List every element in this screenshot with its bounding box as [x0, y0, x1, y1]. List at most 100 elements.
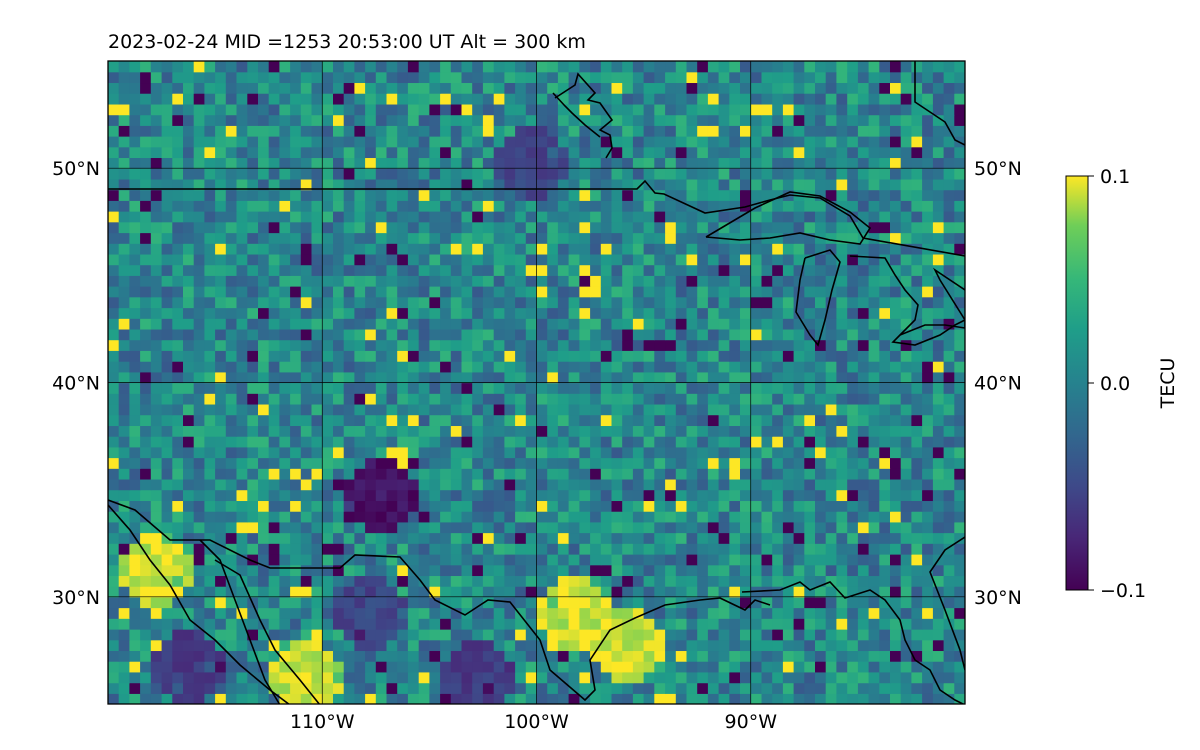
heatmap-cell: [900, 639, 913, 652]
heatmap-cell: [290, 607, 302, 619]
heatmap-cell: [547, 607, 559, 619]
heatmap-cell: [718, 136, 730, 148]
heatmap-cell: [311, 682, 323, 694]
heatmap-cell: [793, 403, 805, 416]
heatmap-cell: [204, 200, 216, 212]
heatmap-cell: [183, 403, 195, 416]
heatmap-cell: [750, 178, 763, 191]
heatmap-cell: [654, 607, 666, 619]
heatmap-cell: [172, 543, 184, 555]
heatmap-cell: [172, 478, 184, 491]
heatmap-cell: [579, 232, 591, 244]
heatmap-cell: [836, 629, 848, 641]
heatmap-cell: [429, 275, 441, 287]
heatmap-cell: [675, 607, 688, 619]
heatmap-cell: [215, 650, 227, 662]
heatmap-cell: [793, 532, 805, 544]
heatmap-cell: [183, 575, 195, 587]
heatmap-cell: [343, 328, 356, 341]
heatmap-cell: [857, 489, 870, 502]
heatmap-cell: [815, 586, 827, 598]
heatmap-cell: [300, 361, 313, 373]
heatmap-cell: [932, 136, 945, 148]
heatmap-cell: [258, 157, 270, 169]
heatmap-cell: [772, 575, 784, 587]
heatmap-cell: [804, 393, 816, 405]
heatmap-cell: [804, 371, 816, 384]
heatmap-cell: [482, 500, 495, 512]
heatmap-cell: [707, 71, 720, 84]
heatmap-cell: [590, 607, 602, 619]
heatmap-cell: [129, 500, 141, 512]
heatmap-cell: [782, 671, 795, 684]
heatmap-cell: [397, 371, 409, 384]
heatmap-cell: [204, 114, 216, 126]
hudson-bay-east-coast: [914, 61, 965, 146]
heatmap-cell: [461, 693, 473, 704]
heatmap-cell: [300, 618, 313, 630]
heatmap-cell: [247, 639, 259, 652]
heatmap-cell: [675, 178, 688, 191]
heatmap-cell: [654, 403, 666, 416]
heatmap-cell: [461, 103, 473, 116]
heatmap-cell: [536, 564, 548, 577]
heatmap-cell: [225, 500, 238, 512]
heatmap-cell: [397, 200, 409, 212]
heatmap-cell: [290, 136, 302, 148]
heatmap-cell: [772, 339, 784, 351]
heatmap-cell: [247, 403, 259, 416]
heatmap-cell: [418, 103, 431, 116]
heatmap-cell: [740, 639, 752, 652]
heatmap-cell: [140, 543, 152, 555]
heatmap-cell: [386, 403, 398, 416]
heatmap-cell: [279, 136, 291, 148]
heatmap-cell: [354, 618, 366, 630]
heatmap-cell: [900, 339, 913, 351]
heatmap-cell: [236, 264, 248, 276]
heatmap-cell: [161, 436, 173, 448]
heatmap-cell: [504, 650, 516, 662]
heatmap-cell: [900, 671, 913, 684]
heatmap-cell: [568, 478, 580, 491]
heatmap-cell: [375, 693, 388, 704]
heatmap-cell: [172, 232, 184, 244]
heatmap-cell: [343, 393, 356, 405]
heatmap-cell: [311, 532, 323, 544]
heatmap-cell: [375, 682, 388, 694]
heatmap-cell: [547, 82, 559, 94]
heatmap-cell: [793, 103, 805, 116]
heatmap-cell: [482, 671, 495, 684]
heatmap-cell: [450, 382, 463, 394]
heatmap-cell: [440, 339, 452, 351]
heatmap-cell: [461, 168, 473, 180]
heatmap-cell: [472, 618, 484, 630]
heatmap-cell: [493, 639, 506, 652]
heatmap-cell: [697, 264, 709, 276]
heatmap-cell: [697, 436, 709, 448]
heatmap-cell: [557, 554, 570, 566]
heatmap-cell: [461, 93, 473, 105]
heatmap-cell: [258, 639, 270, 652]
heatmap-cell: [108, 478, 120, 491]
heatmap-cell: [697, 575, 709, 587]
heatmap-cell: [590, 521, 602, 534]
heatmap-cell: [772, 393, 784, 405]
heatmap-cell: [429, 500, 441, 512]
heatmap-cell: [804, 693, 816, 704]
heatmap-cell: [547, 393, 559, 405]
heatmap-cell: [825, 414, 838, 427]
heatmap-cell: [697, 82, 709, 94]
heatmap-cell: [375, 393, 388, 405]
heatmap-cell: [268, 457, 281, 469]
heatmap-cell: [568, 650, 580, 662]
heatmap-cell: [579, 296, 591, 309]
heatmap-cell: [654, 211, 666, 223]
heatmap-cell: [322, 211, 334, 223]
heatmap-cell: [193, 478, 206, 491]
heatmap-cell: [750, 629, 763, 641]
heatmap-cell: [815, 661, 827, 673]
heatmap-cell: [354, 82, 366, 94]
heatmap-cell: [343, 414, 356, 427]
heatmap-cell: [311, 575, 323, 587]
heatmap-cell: [729, 500, 741, 512]
